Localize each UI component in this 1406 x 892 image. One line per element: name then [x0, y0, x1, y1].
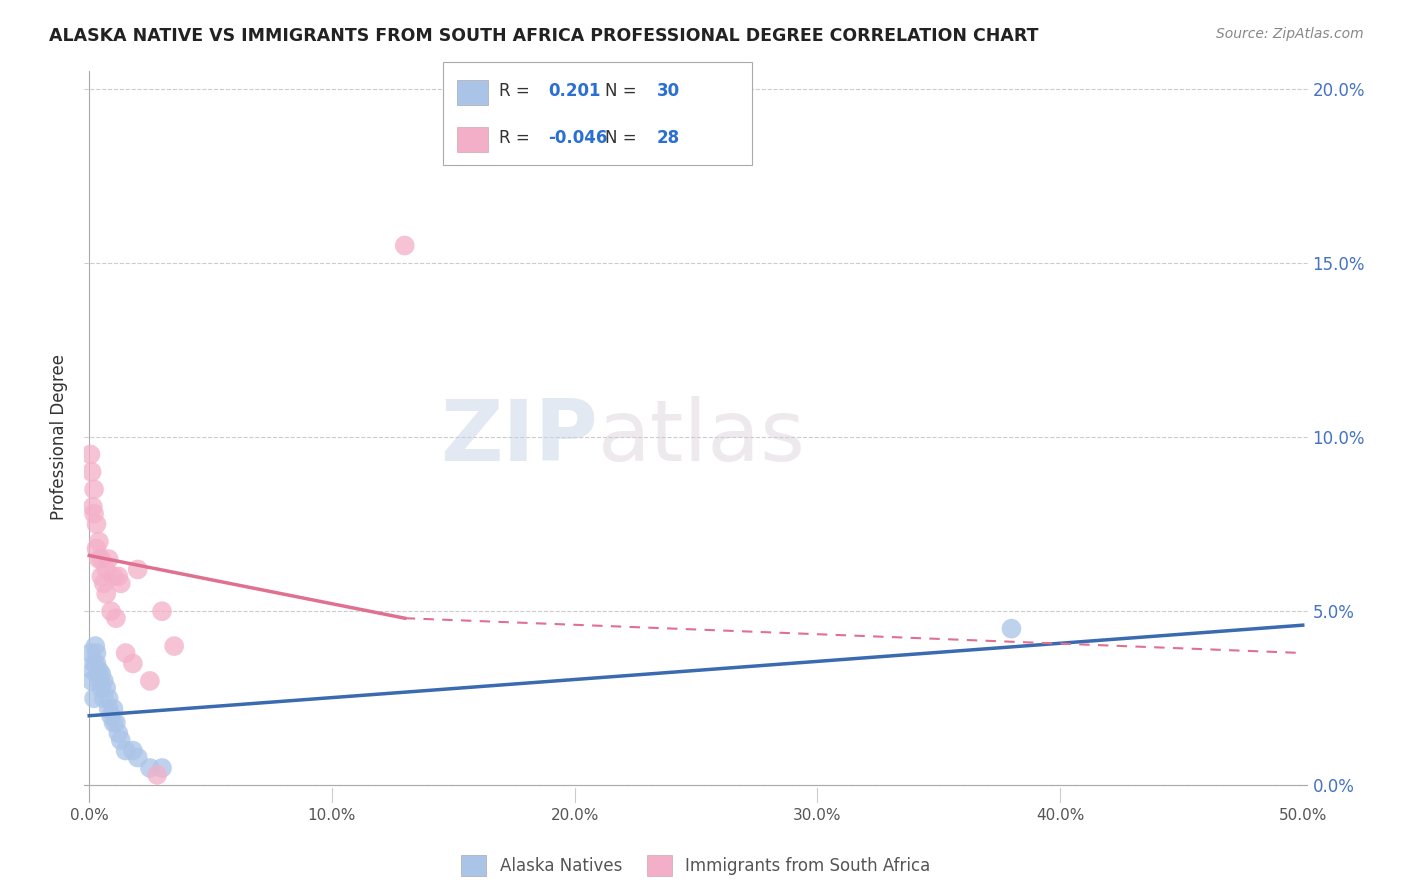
Text: 0.201: 0.201 [548, 82, 600, 100]
Point [110, 576, 132, 591]
Point [1000, 622, 1022, 636]
Point [163, 639, 186, 653]
Point [139, 673, 162, 688]
Point [150, 604, 173, 618]
Text: 30: 30 [657, 82, 679, 100]
Text: R =: R = [499, 129, 536, 147]
Point [122, 743, 145, 757]
Text: ALASKA NATIVE VS IMMIGRANTS FROM SOUTH AFRICA PROFESSIONAL DEGREE CORRELATION CH: ALASKA NATIVE VS IMMIGRANTS FROM SOUTH A… [49, 27, 1039, 45]
Point [103, 569, 125, 583]
Point [150, 761, 173, 775]
Point [87, 673, 110, 688]
Point [104, 715, 127, 730]
Point [83, 483, 105, 497]
Point [82, 500, 104, 514]
Point [127, 750, 149, 764]
Point [104, 611, 127, 625]
Point [80, 465, 103, 479]
Point [86, 667, 108, 681]
Point [122, 657, 145, 671]
Point [84, 639, 107, 653]
Point [86, 517, 108, 532]
Point [103, 702, 125, 716]
Point [107, 569, 129, 583]
Point [100, 604, 122, 618]
Point [90, 667, 112, 681]
Point [97, 702, 120, 716]
Point [97, 552, 120, 566]
Point [93, 673, 115, 688]
Point [146, 768, 169, 782]
Point [86, 657, 108, 671]
Point [139, 761, 162, 775]
Legend: Alaska Natives, Immigrants from South Africa: Alaska Natives, Immigrants from South Af… [454, 848, 938, 882]
Point [110, 733, 132, 747]
Point [96, 562, 118, 576]
Point [82, 664, 104, 678]
Point [96, 587, 118, 601]
Point [100, 708, 122, 723]
Point [93, 576, 115, 591]
Text: ZIP: ZIP [440, 395, 598, 479]
Text: -0.046: -0.046 [548, 129, 607, 147]
Text: 28: 28 [657, 129, 679, 147]
Point [87, 534, 110, 549]
Text: R =: R = [499, 82, 536, 100]
Point [114, 743, 136, 757]
Point [90, 552, 112, 566]
Point [127, 562, 149, 576]
Text: N =: N = [605, 129, 641, 147]
Point [79, 646, 101, 660]
Point [107, 726, 129, 740]
Point [86, 646, 108, 660]
Y-axis label: Professional Degree: Professional Degree [51, 354, 69, 520]
Point [79, 448, 101, 462]
Point [86, 541, 108, 556]
Point [87, 552, 110, 566]
Point [96, 681, 118, 695]
Point [114, 646, 136, 660]
Point [83, 657, 105, 671]
Point [90, 681, 112, 695]
Point [80, 673, 103, 688]
Point [103, 715, 125, 730]
Text: atlas: atlas [598, 395, 806, 479]
Point [97, 691, 120, 706]
Point [394, 238, 416, 252]
Point [90, 569, 112, 583]
Text: N =: N = [605, 82, 641, 100]
Point [83, 691, 105, 706]
Text: Source: ZipAtlas.com: Source: ZipAtlas.com [1216, 27, 1364, 41]
Point [87, 664, 110, 678]
Point [93, 691, 115, 706]
Point [83, 507, 105, 521]
